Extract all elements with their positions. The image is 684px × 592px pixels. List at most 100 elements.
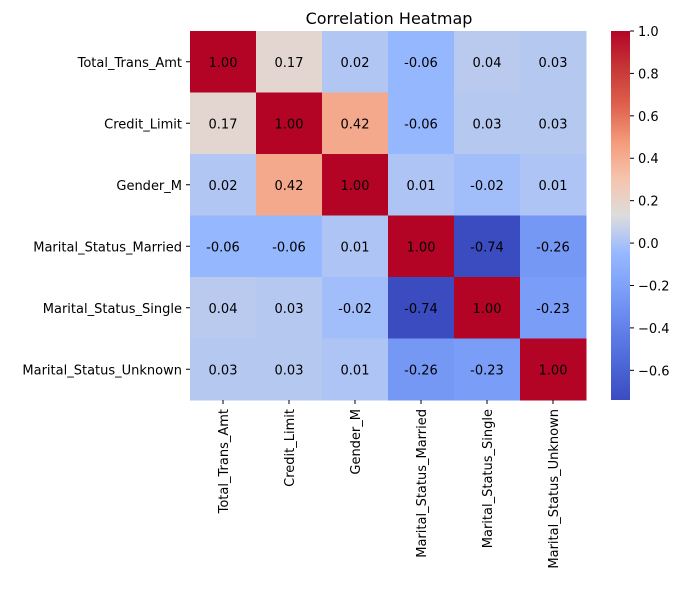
heatmap-cell-marital-status-single-total-trans-amt [190,277,257,339]
cell-value-label: -0.06 [206,240,240,255]
heatmap-cell-credit-limit-marital-status-married [388,92,455,155]
cell-value-label: 0.03 [539,117,568,132]
heatmap-cell-credit-limit-credit-limit [256,92,323,155]
colorbar: 1.0 0.8 0.6 0.4 0.2 0.0 −0.2 −0.4 −0.6 [611,25,670,400]
cell-value-label: 0.17 [275,56,304,71]
heatmap-cell-credit-limit-gender-m [322,92,389,155]
cell-value-label: -0.23 [536,302,570,317]
heatmap-cell-marital-status-unknown-marital-status-married [388,338,455,401]
column-tick-labels: Total_Trans_Amt Credit_Limit Gender_M Marit… [217,400,562,569]
cell-value-label: -0.06 [404,56,438,71]
heatmap-cell-marital-status-single-credit-limit [256,277,323,339]
column-label-marital-status-married: Marital_Status_Married [415,409,430,558]
heatmap-cell-gender-m-marital-status-unknown [520,154,587,216]
cell-value-label: 0.42 [275,179,304,194]
cell-value-label: -0.02 [338,302,372,317]
cell-value-label: 0.42 [341,117,370,132]
cell-value-label: -0.06 [272,240,306,255]
row-label-marital-status-unknown: Marital_Status_Unknown [22,363,182,378]
column-label-marital-status-single: Marital_Status_Single [481,409,496,548]
heatmap-cell-gender-m-gender-m [322,154,389,216]
cell-value-label: 0.01 [341,363,370,378]
colorbar-tick-label: 0.0 [638,237,659,252]
heatmap-cell-credit-limit-marital-status-unknown [520,92,587,155]
column-label-credit-limit: Credit_Limit [283,409,298,487]
row-label-marital-status-married: Marital_Status_Married [33,240,182,255]
heatmap-cell-marital-status-single-gender-m [322,277,389,339]
heatmap-cell-marital-status-unknown-gender-m [322,338,389,401]
heatmap-cell-gender-m-marital-status-married [388,154,455,216]
cell-value-label: -0.06 [404,117,438,132]
chart-title: Correlation Heatmap [306,9,473,28]
heatmap-cell-marital-status-single-marital-status-single [454,277,521,339]
heatmap-cell-total-trans-amt-total-trans-amt [190,31,257,93]
cell-value-label: -0.23 [470,363,504,378]
cell-value-label: 0.03 [473,117,502,132]
row-label-total-trans-amt: Total_Trans_Amt [77,56,182,71]
colorbar-tick-label: 0.6 [638,110,659,125]
heatmap-cell-marital-status-married-marital-status-unknown [520,215,587,278]
heatmap-cell-marital-status-single-marital-status-unknown [520,277,587,339]
cell-value-label: 1.00 [275,117,304,132]
cell-value-label: 0.01 [539,179,568,194]
heatmap-cell-gender-m-marital-status-single [454,154,521,216]
heatmap-cell-credit-limit-marital-status-single [454,92,521,155]
cell-value-label: 0.04 [209,302,238,317]
cell-value-label: 0.02 [341,56,370,71]
heatmap-cell-marital-status-married-total-trans-amt [190,215,257,278]
heatmap-cell-credit-limit-total-trans-amt [190,92,257,155]
cell-value-label: 0.02 [209,179,238,194]
cell-value-label: -0.02 [470,179,504,194]
cell-value-label: 1.00 [341,179,370,194]
row-label-marital-status-single: Marital_Status_Single [43,302,182,317]
heatmap-cell-marital-status-married-marital-status-single [454,215,521,278]
heatmap-cell-marital-status-unknown-credit-limit [256,338,323,401]
cell-value-label: -0.74 [404,302,438,317]
cell-value-label: 0.17 [209,117,238,132]
colorbar-tick-label: 0.2 [638,195,659,210]
cell-value-label: 0.03 [275,363,304,378]
cell-value-label: 0.04 [473,56,502,71]
heatmap-cell-marital-status-unknown-marital-status-single [454,338,521,401]
row-tick-labels: Total_Trans_Amt Credit_Limit Gender_M Marit… [22,56,190,378]
cell-value-label: -0.26 [404,363,438,378]
column-label-marital-status-unknown: Marital_Status_Unknown [547,409,562,569]
heatmap-cell-gender-m-credit-limit [256,154,323,216]
cell-value-label: 0.03 [209,363,238,378]
cell-value-label: 0.01 [407,179,436,194]
heatmap-cells: 1.00 0.17 0.02 -0.06 0.04 0.03 0.17 1.00 0.42 -0.… [190,31,587,401]
cell-value-label: 0.01 [341,240,370,255]
colorbar-tick-label: −0.2 [638,279,670,294]
heatmap-cell-marital-status-unknown-total-trans-amt [190,338,257,401]
colorbar-tick-label: −0.6 [638,364,670,379]
cell-value-label: 1.00 [473,302,502,317]
heatmap-cell-marital-status-married-gender-m [322,215,389,278]
heatmap-cell-total-trans-amt-marital-status-single [454,31,521,93]
colorbar-gradient [611,31,630,400]
heatmap-cell-total-trans-amt-marital-status-unknown [520,31,587,93]
heatmap-cell-total-trans-amt-marital-status-married [388,31,455,93]
cell-value-label: -0.26 [536,240,570,255]
colorbar-tick-label: 0.8 [638,67,659,82]
cell-value-label: 0.03 [539,56,568,71]
heatmap-cell-total-trans-amt-credit-limit [256,31,323,93]
colorbar-tick-label: 0.4 [638,152,659,167]
cell-value-label: 1.00 [407,240,436,255]
colorbar-tick-label: 1.0 [638,25,659,40]
heatmap-cell-marital-status-unknown-marital-status-unknown [520,338,587,401]
column-label-total-trans-amt: Total_Trans_Amt [217,409,232,514]
cell-value-label: 1.00 [539,363,568,378]
cell-value-label: -0.74 [470,240,504,255]
heatmap-cell-marital-status-married-credit-limit [256,215,323,278]
heatmap-cell-gender-m-total-trans-amt [190,154,257,216]
heatmap-cell-marital-status-single-marital-status-married [388,277,455,339]
row-label-gender-m: Gender_M [116,179,182,194]
column-label-gender-m: Gender_M [349,409,364,475]
cell-value-label: 0.03 [275,302,304,317]
row-label-credit-limit: Credit_Limit [104,117,182,132]
heatmap-cell-marital-status-married-marital-status-married [388,215,455,278]
colorbar-tick-label: −0.4 [638,322,670,337]
cell-value-label: 1.00 [209,56,238,71]
heatmap-cell-total-trans-amt-gender-m [322,31,389,93]
